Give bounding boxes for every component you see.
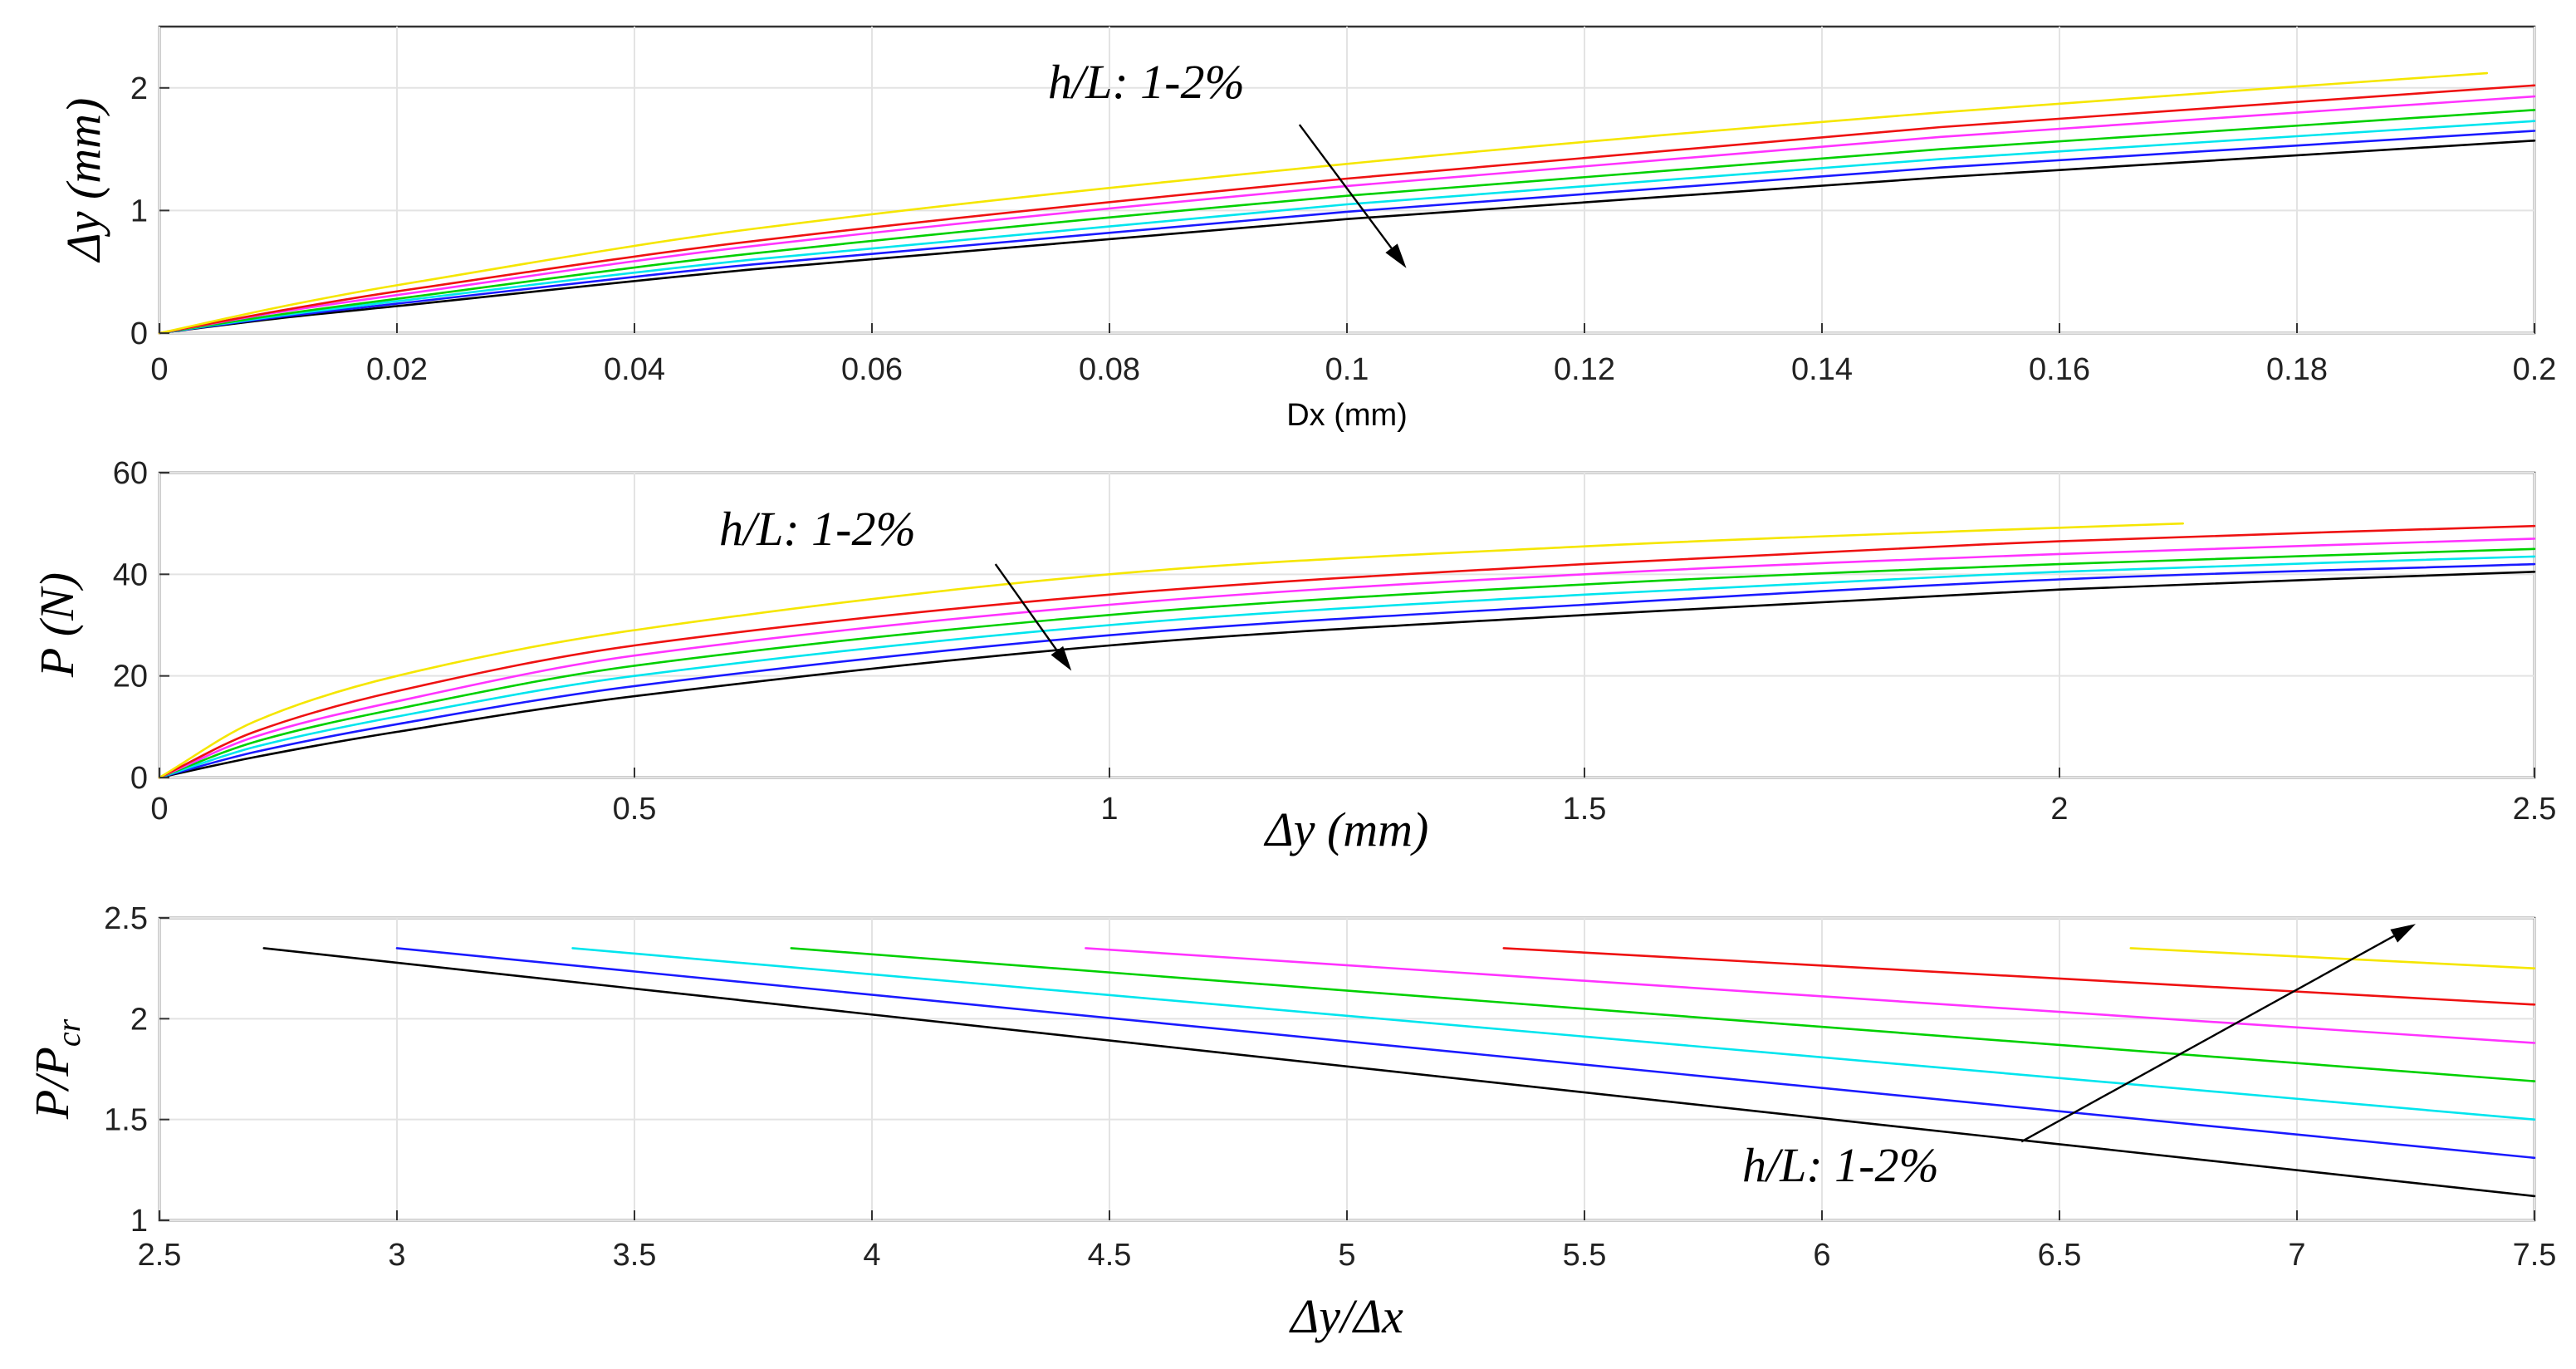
series-line-yellow — [158, 522, 2184, 779]
series-line-black — [158, 140, 2536, 335]
panel-3-x-ticks: 2.5 3 3.5 4 4.5 5 5.5 6 6.5 7 7.5 — [138, 1210, 2557, 1273]
panel-3-y-label-main: P/P — [25, 1047, 79, 1120]
x-tick-label: 0.04 — [604, 352, 665, 387]
x-tick-label: 4 — [863, 1238, 880, 1273]
y-tick-label: 1 — [130, 194, 148, 228]
panel-1-y-ticks: 0 1 2 — [130, 71, 169, 351]
panel-2-series — [158, 522, 2536, 779]
panel-2-y-label: P (N) — [30, 572, 84, 678]
panel-1-grid — [159, 27, 2535, 334]
series-line-blue — [158, 562, 2536, 779]
panel-3-series — [262, 947, 2536, 1198]
panel-1-x-label: Dx (mm) — [1286, 398, 1408, 433]
y-tick-label: 1 — [130, 1204, 148, 1239]
x-tick-label: 0.08 — [1079, 352, 1140, 387]
panel-2-x-label: Δy (mm) — [1264, 802, 1429, 856]
series-line-green — [790, 947, 2536, 1082]
x-tick-label: 1.5 — [1563, 792, 1607, 827]
y-tick-label: 0 — [130, 761, 148, 796]
panel-2-y-ticks: 0 20 40 60 — [113, 456, 169, 796]
x-tick-label: 0.06 — [841, 352, 903, 387]
panel-3-ratio-vs-slope: 2.5 3 3.5 4 4.5 5 5.5 6 6.5 7 7.5 1 1.5 2 2.5 h/L: 1-… — [25, 901, 2556, 1343]
y-tick-label: 1.5 — [104, 1103, 148, 1138]
panel-3-grid — [159, 917, 2535, 1221]
panel-1-annotation-arrow-head — [1385, 243, 1407, 268]
panel-3-x-label: Δy/Δx — [1289, 1289, 1403, 1343]
series-line-magenta — [1085, 947, 2536, 1044]
x-tick-label: 0.5 — [613, 792, 657, 827]
x-tick-label: 2.5 — [138, 1238, 182, 1273]
panel-1-annotation: h/L: 1-2% — [1048, 55, 1245, 109]
panel-1-dy-vs-dx: 0 0.02 0.04 0.06 0.08 0.1 0.12 0.14 0.16 0.18 0.2 … — [56, 25, 2556, 433]
series-line-yellow — [158, 71, 2489, 335]
x-tick-label: 4.5 — [1088, 1238, 1132, 1273]
x-tick-label: 6.5 — [2038, 1238, 2082, 1273]
x-tick-label: 6 — [1813, 1238, 1830, 1273]
series-line-green — [158, 109, 2536, 335]
panel-3-y-label-subscript: cr — [50, 1018, 87, 1047]
panel-2-frame — [158, 471, 2536, 779]
x-tick-label: 7.5 — [2513, 1238, 2557, 1273]
x-tick-label: 2.5 — [2513, 792, 2557, 827]
panel-3-y-label: P/Pcr — [25, 1018, 87, 1120]
series-line-red — [158, 524, 2536, 779]
x-tick-label: 2 — [2050, 792, 2068, 827]
panel-2-annotation: h/L: 1-2% — [719, 502, 916, 556]
panel-1-series — [158, 71, 2536, 335]
series-line-green — [158, 547, 2536, 779]
y-tick-label: 60 — [113, 456, 148, 491]
series-line-black — [262, 947, 2536, 1198]
x-tick-label: 0.1 — [1325, 352, 1369, 387]
series-line-red — [1502, 947, 2536, 1006]
y-tick-label: 0 — [130, 316, 148, 351]
series-line-red — [158, 84, 2536, 335]
y-tick-label: 2 — [130, 71, 148, 106]
x-tick-label: 0.2 — [2513, 352, 2557, 387]
x-tick-label: 3 — [388, 1238, 405, 1273]
panel-1-x-ticks: 0 0.02 0.04 0.06 0.08 0.1 0.12 0.14 0.16 0.18 0.2 — [150, 323, 2556, 387]
panel-2-annotation-arrow — [994, 563, 1058, 651]
panel-3-annotation-arrow — [2020, 935, 2395, 1143]
x-tick-label: 0 — [150, 352, 168, 387]
x-tick-label: 3.5 — [613, 1238, 657, 1273]
y-tick-label: 2 — [130, 1002, 148, 1037]
x-tick-label: 5.5 — [1563, 1238, 1607, 1273]
series-line-cyan — [158, 555, 2536, 779]
panel-1-annotation-arrow — [1298, 124, 1393, 249]
series-line-yellow — [2129, 947, 2536, 969]
x-tick-label: 0.02 — [366, 352, 428, 387]
series-line-cyan — [571, 947, 2536, 1121]
panel-3-y-ticks: 1 1.5 2 2.5 — [104, 901, 169, 1239]
panel-2-p-vs-dy: 0 0.5 1 1.5 2 2.5 0 20 40 60 h/L: 1-2% Δy (mm) P… — [30, 456, 2556, 856]
x-tick-label: 0.14 — [1791, 352, 1853, 387]
panel-2-annotation-arrow-head — [1050, 645, 1072, 671]
series-line-blue — [395, 947, 2536, 1160]
x-tick-label: 1 — [1100, 792, 1118, 827]
y-tick-label: 2.5 — [104, 901, 148, 936]
x-tick-label: 5 — [1338, 1238, 1355, 1273]
x-tick-label: 0.18 — [2266, 352, 2328, 387]
y-tick-label: 20 — [113, 660, 148, 694]
series-line-black — [158, 571, 2536, 779]
panel-1-y-label: Δy (mm) — [56, 98, 110, 263]
panel-2-grid — [159, 472, 2535, 778]
x-tick-label: 0 — [150, 792, 168, 827]
x-tick-label: 7 — [2288, 1238, 2305, 1273]
y-tick-label: 40 — [113, 557, 148, 592]
x-tick-label: 0.16 — [2029, 352, 2090, 387]
x-tick-label: 0.12 — [1554, 352, 1615, 387]
series-line-magenta — [158, 537, 2536, 779]
panel-3-annotation: h/L: 1-2% — [1742, 1138, 1939, 1192]
series-line-magenta — [158, 95, 2536, 335]
panel-3-annotation-arrow-head — [2390, 924, 2416, 943]
panel-2-x-ticks: 0 0.5 1 1.5 2 2.5 — [150, 768, 2556, 827]
series-line-blue — [158, 130, 2536, 335]
